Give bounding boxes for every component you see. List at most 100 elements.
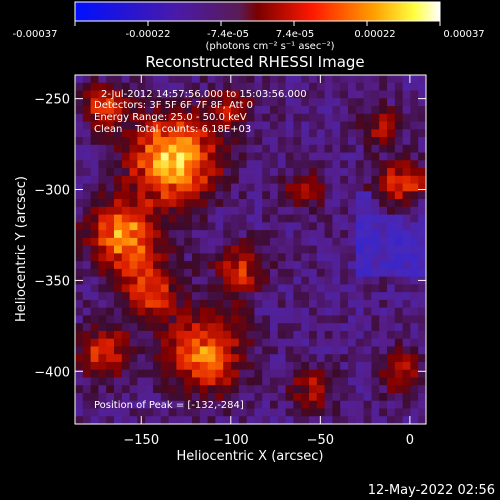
heatmap-cell xyxy=(277,268,287,278)
heatmap-cell xyxy=(145,323,154,332)
heatmap-cell xyxy=(114,354,123,363)
heatmap-cell xyxy=(355,385,365,394)
heatmap-cell xyxy=(145,222,154,231)
heatmap-cell xyxy=(153,261,162,270)
heatmap-cell xyxy=(262,338,271,348)
heatmap-cell xyxy=(340,82,349,92)
heatmap-cell xyxy=(348,245,357,254)
heatmap-cell xyxy=(371,377,380,386)
heatmap-cell xyxy=(114,315,123,324)
heatmap-cell xyxy=(121,144,131,154)
heatmap-cell xyxy=(238,82,248,92)
heatmap-cell xyxy=(301,299,310,309)
heatmap-cell xyxy=(363,152,372,161)
heatmap-cell xyxy=(153,199,162,208)
heatmap-cell xyxy=(145,183,154,192)
heatmap-cell xyxy=(348,408,357,417)
heatmap-cell xyxy=(176,222,185,231)
heatmap-cell xyxy=(90,222,99,231)
heatmap-cell xyxy=(402,160,411,169)
heatmap-cell xyxy=(75,183,84,192)
heatmap-cell xyxy=(75,284,84,293)
heatmap-cell xyxy=(387,191,396,200)
heatmap-cell xyxy=(270,98,279,107)
heatmap-cell xyxy=(410,144,419,154)
heatmap-cell xyxy=(231,245,240,254)
heatmap-cell xyxy=(371,129,380,138)
heatmap-cell xyxy=(371,268,380,278)
heatmap-cell xyxy=(215,245,224,254)
heatmap-cell xyxy=(238,237,248,247)
heatmap-cell xyxy=(410,416,419,425)
heatmap-cell xyxy=(270,129,279,138)
heatmap-cell xyxy=(293,199,302,208)
heatmap-cell xyxy=(238,299,248,309)
heatmap-cell xyxy=(215,276,224,285)
heatmap-cell xyxy=(231,82,240,92)
heatmap-cell xyxy=(340,230,349,239)
heatmap-cell xyxy=(199,416,209,425)
heatmap-cell xyxy=(394,75,404,84)
heatmap-cell xyxy=(270,416,279,425)
heatmap-cell xyxy=(145,354,154,363)
heatmap-cell xyxy=(98,299,107,309)
heatmap-cell xyxy=(215,121,224,130)
heatmap-cell xyxy=(90,230,99,239)
heatmap-cell xyxy=(75,408,84,417)
heatmap-cell xyxy=(418,75,427,84)
heatmap-cell xyxy=(153,191,162,200)
heatmap-cell xyxy=(153,113,162,123)
heatmap-cell xyxy=(355,361,365,371)
heatmap-cell xyxy=(270,361,279,371)
heatmap-cell xyxy=(254,292,263,301)
heatmap-cell xyxy=(223,82,232,92)
heatmap-cell xyxy=(277,299,287,309)
heatmap-cell xyxy=(379,245,388,254)
heatmap-cell xyxy=(301,245,310,254)
heatmap-cell xyxy=(363,206,372,216)
heatmap-cell xyxy=(153,330,162,340)
heatmap-cell xyxy=(270,82,279,92)
heatmap-cell xyxy=(246,268,255,278)
heatmap-cell xyxy=(160,323,170,332)
heatmap-cell xyxy=(75,385,84,394)
heatmap-cell xyxy=(238,261,248,270)
heatmap-cell xyxy=(145,245,154,254)
heatmap-cell xyxy=(137,400,146,410)
heatmap-cell xyxy=(153,416,162,425)
heatmap-cell xyxy=(262,245,271,254)
heatmap-cell xyxy=(418,385,427,394)
heatmap-cell xyxy=(106,199,115,208)
heatmap-cell xyxy=(199,299,209,309)
heatmap-cell xyxy=(254,82,263,92)
heatmap-cell xyxy=(371,199,380,208)
heatmap-cell xyxy=(394,160,404,169)
heatmap-cell xyxy=(145,268,154,278)
heatmap-cell xyxy=(168,354,177,363)
heatmap-cell xyxy=(254,338,263,348)
heatmap-cell xyxy=(75,121,84,130)
heatmap-cell xyxy=(262,369,271,379)
heatmap-cell xyxy=(215,75,224,84)
heatmap-cell xyxy=(301,346,310,355)
heatmap-cell xyxy=(215,199,224,208)
heatmap-cell xyxy=(332,315,341,324)
heatmap-cell xyxy=(309,377,318,386)
heatmap-cell xyxy=(410,299,419,309)
heatmap-cell xyxy=(207,237,216,247)
heatmap-cell xyxy=(293,330,302,340)
heatmap-cell xyxy=(129,416,138,425)
heatmap-cell xyxy=(301,377,310,386)
heatmap-cell xyxy=(238,106,248,115)
heatmap-cell xyxy=(348,292,357,301)
heatmap-cell xyxy=(137,292,146,301)
heatmap-cell xyxy=(215,206,224,216)
heatmap-cell xyxy=(246,175,255,185)
heatmap-cell xyxy=(231,168,240,177)
heatmap-cell xyxy=(114,206,123,216)
heatmap-cell xyxy=(371,245,380,254)
heatmap-cell xyxy=(215,307,224,317)
heatmap-cell xyxy=(355,237,365,247)
heatmap-cell xyxy=(215,385,224,394)
heatmap-cell xyxy=(340,400,349,410)
